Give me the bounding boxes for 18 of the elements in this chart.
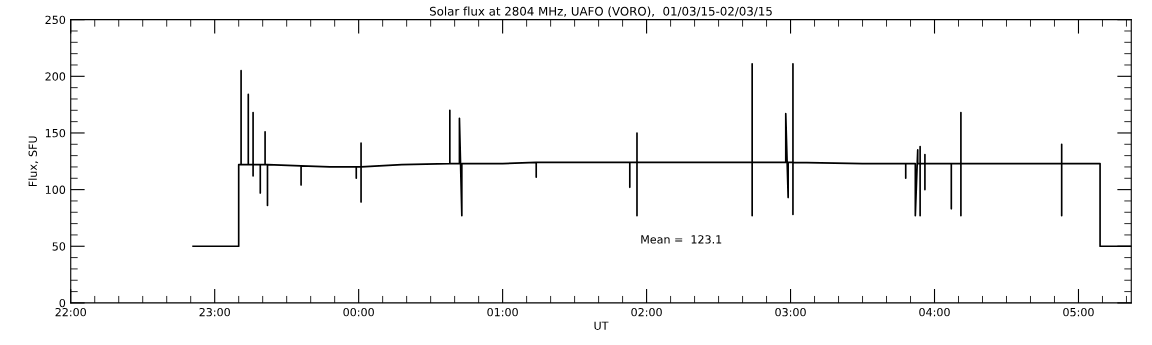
- x-tick-label: 00:00: [343, 307, 374, 317]
- y-tick-label: 250: [45, 15, 66, 25]
- x-tick-label: 22:00: [55, 307, 87, 317]
- x-tick-label: 02:00: [631, 307, 662, 317]
- x-tick-label: 03:00: [775, 307, 806, 317]
- y-tick-label: 50: [52, 242, 66, 251]
- x-tick-label: 01:00: [487, 307, 518, 317]
- y-tick-label: 200: [45, 72, 66, 81]
- y-axis-title: Flux, SFU: [28, 136, 39, 187]
- x-axis-title: UT: [594, 321, 609, 330]
- y-tick-label: 150: [45, 128, 66, 138]
- y-tick-label: 0: [59, 298, 66, 308]
- annotation: Mean = 123.1: [641, 235, 722, 244]
- x-tick-label: 04:00: [919, 307, 950, 317]
- chart-title: Solar flux at 2804 MHz, UAFO (VORO), 01/03/15-02/03/15: [429, 6, 772, 18]
- x-tick-label: 23:00: [199, 307, 230, 317]
- x-tick-label: 05:00: [1063, 307, 1094, 317]
- y-tick-label: 100: [45, 185, 66, 194]
